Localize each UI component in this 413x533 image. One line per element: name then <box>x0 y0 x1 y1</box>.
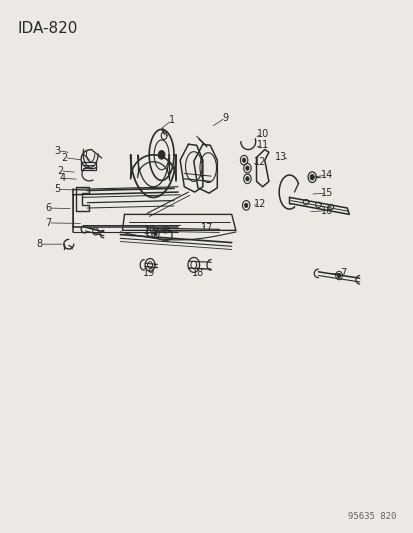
Text: 9: 9 <box>222 112 228 123</box>
Text: 3: 3 <box>55 146 61 156</box>
Circle shape <box>242 158 245 163</box>
Circle shape <box>245 176 249 181</box>
Text: 13: 13 <box>275 152 287 162</box>
Text: 6: 6 <box>45 203 51 213</box>
Circle shape <box>153 231 157 236</box>
Text: 4: 4 <box>59 173 66 183</box>
Text: 17: 17 <box>200 223 213 233</box>
Text: 10: 10 <box>256 128 268 139</box>
Text: 8: 8 <box>37 239 43 249</box>
Text: 5: 5 <box>55 184 61 195</box>
Circle shape <box>309 174 313 180</box>
Text: 2: 2 <box>62 152 68 163</box>
Text: 18: 18 <box>191 268 204 278</box>
Text: 16: 16 <box>320 206 332 216</box>
Text: 15: 15 <box>320 188 332 198</box>
Text: 2: 2 <box>57 166 64 176</box>
Text: IDA-820: IDA-820 <box>17 21 77 36</box>
Text: 1: 1 <box>169 115 175 125</box>
Text: 7: 7 <box>45 218 51 228</box>
Circle shape <box>244 203 247 207</box>
Text: 12: 12 <box>253 157 266 167</box>
Text: 95635 820: 95635 820 <box>348 512 396 521</box>
Text: 7: 7 <box>339 269 345 278</box>
Circle shape <box>245 166 249 170</box>
Text: 12: 12 <box>253 199 266 209</box>
Text: 11: 11 <box>256 140 268 150</box>
Text: 20: 20 <box>143 226 155 236</box>
Circle shape <box>158 151 164 159</box>
Text: 19: 19 <box>143 268 155 278</box>
Text: 14: 14 <box>320 170 332 180</box>
Circle shape <box>337 273 340 278</box>
